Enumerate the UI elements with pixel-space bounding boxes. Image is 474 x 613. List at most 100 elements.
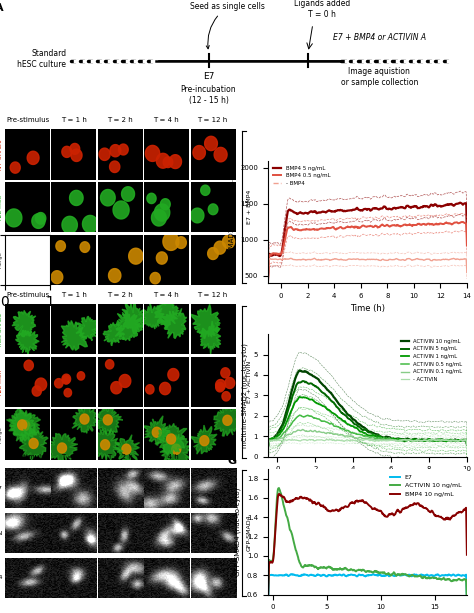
Polygon shape (172, 444, 181, 454)
E7 (265, 611, 271, 613)
Polygon shape (80, 242, 90, 253)
ACTIVIN 10 ng/mL (361, 566, 367, 574)
Polygon shape (12, 310, 36, 337)
BMP4 10 ng/mL (464, 551, 470, 558)
Polygon shape (106, 360, 114, 369)
Polygon shape (57, 443, 66, 453)
Text: Pre-stimulus: Pre-stimulus (6, 454, 49, 460)
Polygon shape (141, 303, 164, 329)
Polygon shape (100, 189, 115, 206)
Polygon shape (223, 415, 232, 425)
Polygon shape (21, 421, 30, 430)
Polygon shape (225, 378, 235, 389)
Polygon shape (109, 268, 121, 283)
Polygon shape (80, 414, 89, 424)
Polygon shape (146, 145, 160, 161)
Polygon shape (214, 405, 241, 436)
Text: Image aquistion: Image aquistion (348, 67, 410, 75)
Polygon shape (63, 376, 70, 384)
BMP4 10 ng/mL (428, 508, 434, 515)
Text: E7 + BMP4: E7 + BMP4 (247, 190, 252, 224)
Polygon shape (100, 440, 109, 450)
Text: E: E (228, 321, 236, 331)
Polygon shape (64, 389, 72, 397)
Polygon shape (216, 383, 224, 392)
Polygon shape (24, 360, 33, 370)
Polygon shape (122, 444, 131, 454)
Polygon shape (190, 425, 217, 454)
Polygon shape (110, 145, 121, 157)
BMP4 10 ng/mL (373, 506, 379, 513)
Polygon shape (160, 434, 191, 468)
Text: + BMP4: + BMP4 (0, 575, 2, 581)
ACTIVIN 10 ng/mL (276, 484, 282, 492)
Text: T = 4 h: T = 4 h (154, 292, 179, 298)
Polygon shape (146, 385, 154, 394)
Polygon shape (150, 272, 160, 284)
Polygon shape (156, 153, 170, 168)
Y-axis label: GFP-SMAD4 (nuc-to-cyto): GFP-SMAD4 (nuc-to-cyto) (235, 487, 241, 576)
Polygon shape (70, 191, 83, 205)
Polygon shape (103, 415, 112, 425)
Polygon shape (76, 316, 100, 341)
Polygon shape (222, 235, 235, 248)
Polygon shape (191, 305, 220, 339)
Polygon shape (168, 368, 179, 381)
Polygon shape (6, 209, 22, 227)
Polygon shape (10, 162, 20, 173)
E7 (288, 571, 294, 578)
Polygon shape (208, 248, 219, 259)
Polygon shape (200, 321, 221, 354)
Polygon shape (208, 204, 218, 215)
Polygon shape (118, 144, 128, 155)
ACTIVIN 10 ng/mL (460, 577, 465, 584)
Polygon shape (19, 424, 48, 459)
ACTIVIN 10 ng/mL (384, 571, 390, 578)
ACTIVIN 10 ng/mL (464, 600, 470, 607)
Text: Pre-stimulus: Pre-stimulus (6, 117, 49, 123)
Text: E7 + ACTIVIN: E7 + ACTIVIN (247, 361, 252, 403)
Legend: E7, ACTIVIN 10 ng/mL, BMP4 10 ng/mL: E7, ACTIVIN 10 ng/mL, BMP4 10 ng/mL (388, 472, 464, 500)
Text: GFP-SMAD4: GFP-SMAD4 (247, 515, 252, 551)
Polygon shape (200, 436, 209, 446)
Text: T = 12 h: T = 12 h (197, 292, 228, 298)
Polygon shape (222, 392, 230, 401)
Text: T = 4 h: T = 4 h (154, 454, 179, 460)
Text: Seed as single cells: Seed as single cells (190, 2, 265, 49)
Legend: ACTIVIN 10 ng/mL, ACTIVIN 5 ng/mL, ACTIVIN 1 ng/mL, ACTIVIN 0.5 ng/mL, ACTIVIN 0: ACTIVIN 10 ng/mL, ACTIVIN 5 ng/mL, ACTIV… (399, 337, 464, 384)
Polygon shape (99, 148, 110, 161)
Polygon shape (152, 210, 166, 226)
Polygon shape (221, 368, 230, 378)
Line: E7: E7 (268, 574, 467, 613)
Polygon shape (62, 216, 77, 234)
Polygon shape (27, 151, 39, 164)
Polygon shape (9, 408, 35, 440)
Polygon shape (18, 420, 27, 430)
Text: H2B-mCh: H2B-mCh (0, 369, 2, 395)
Polygon shape (121, 187, 135, 201)
Polygon shape (113, 201, 129, 219)
Text: Standard
hESC culture: Standard hESC culture (18, 49, 66, 69)
Polygon shape (115, 435, 139, 462)
Polygon shape (193, 145, 205, 159)
E7 (361, 572, 367, 579)
Polygon shape (214, 241, 226, 254)
Polygon shape (62, 147, 72, 158)
Text: T = 12 h: T = 12 h (197, 117, 228, 123)
BMP4 10 ng/mL (265, 604, 271, 611)
Polygon shape (169, 154, 182, 169)
Polygon shape (128, 248, 143, 264)
E7 (460, 571, 465, 579)
X-axis label: Time (h): Time (h) (350, 305, 385, 313)
Polygon shape (90, 428, 123, 461)
Polygon shape (119, 375, 131, 387)
ACTIVIN 10 ng/mL (428, 574, 434, 582)
BMP4 10 ng/mL (361, 498, 367, 506)
BMP4 10 ng/mL (360, 497, 365, 504)
Text: T = 12 h: T = 12 h (197, 454, 228, 460)
Polygon shape (77, 371, 85, 380)
Polygon shape (162, 308, 187, 338)
Polygon shape (160, 383, 171, 395)
Polygon shape (115, 311, 144, 341)
Text: or sample collection: or sample collection (340, 78, 418, 86)
